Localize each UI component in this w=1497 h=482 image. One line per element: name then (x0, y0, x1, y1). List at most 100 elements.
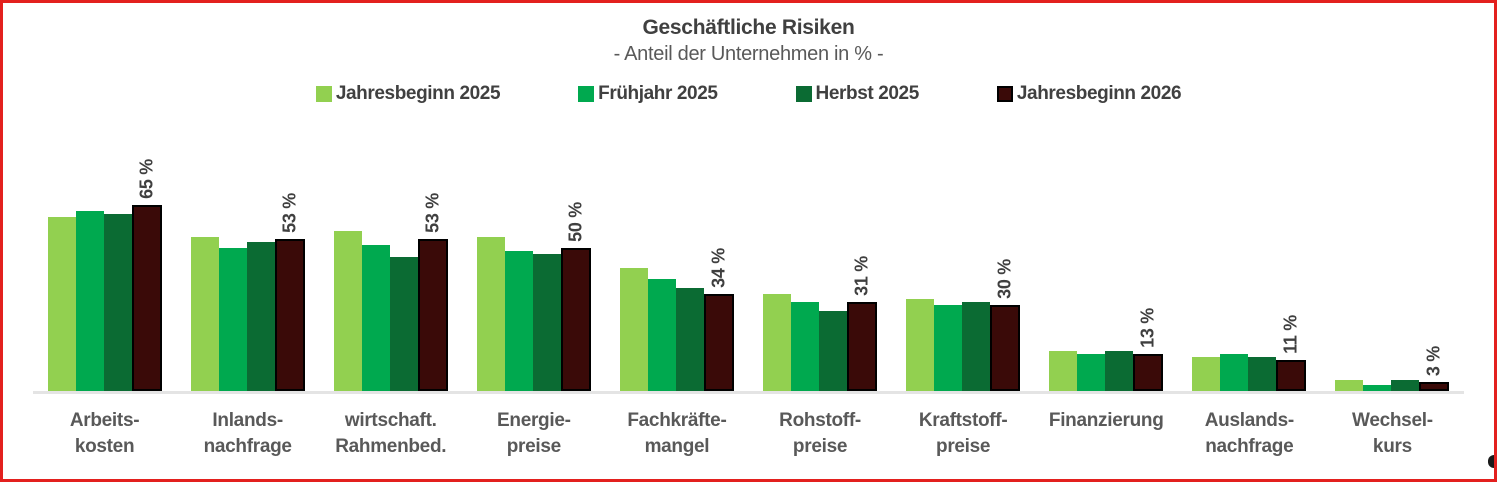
category-label-line: Kraftstoff- (918, 410, 1008, 431)
bar-value-label: 50 % (565, 202, 586, 242)
category-label-line: kosten (74, 436, 135, 457)
bar-value-label: 53 % (279, 193, 300, 233)
bar (47, 217, 76, 391)
bar: 34 % (703, 248, 734, 391)
bar: 3 % (1419, 346, 1450, 391)
category-label: Inlands-nachfrage (176, 408, 319, 460)
bar: 65 % (131, 159, 162, 391)
legend-item: Frühjahr 2025 (578, 83, 718, 105)
bar-group: 53 % (176, 107, 319, 391)
bar (906, 299, 935, 391)
category-label-line: Rahmenbed. (335, 436, 447, 457)
bar (1363, 385, 1392, 391)
bar (1220, 354, 1249, 391)
category-label: Energie-preise (462, 408, 605, 460)
bar (1077, 354, 1106, 391)
legend-label: Jahresbeginn 2025 (335, 83, 501, 104)
category-label-line: Finanzierung (1048, 410, 1164, 431)
category-label: Wechsel-kurs (1321, 408, 1464, 460)
legend-swatch-icon (795, 86, 812, 102)
bar (333, 231, 362, 391)
legend-item: Herbst 2025 (795, 83, 920, 105)
category-label-line: Energie- (497, 410, 571, 431)
category-label-line: Arbeits- (69, 410, 140, 431)
bar-group: 65 % (33, 107, 176, 391)
bar: 53 % (274, 193, 305, 391)
bar-value-label: 53 % (422, 193, 443, 233)
category-label-line: Rohstoff- (779, 410, 861, 431)
legend-item: Jahresbeginn 2026 (996, 83, 1182, 105)
bar: 11 % (1276, 315, 1307, 391)
bar-group: 11 % (1178, 107, 1321, 391)
chart-title: Geschäftliche Risiken (642, 16, 855, 39)
bar-value-label: 30 % (994, 259, 1015, 299)
category-label-line: preise (506, 436, 561, 457)
category-label-line: Auslands- (1204, 410, 1294, 431)
category-label-line: Wechsel- (1352, 410, 1433, 431)
chart-subtitle: - Anteil der Unternehmen in % - (613, 43, 884, 65)
bar (532, 254, 561, 391)
bar-group: 50 % (462, 107, 605, 391)
bar (504, 251, 533, 391)
bar (1391, 380, 1420, 391)
bar (647, 279, 676, 391)
bar (763, 294, 792, 391)
plot-area: 65 % 53 % 53 % 50 % 34 % 31 % 30 % 13 % 11 % 3 % (33, 107, 1464, 394)
bar (962, 302, 991, 391)
category-label-line: nachfrage (1205, 436, 1294, 457)
bar (791, 302, 820, 391)
bar: 31 % (847, 256, 878, 391)
bar (619, 268, 648, 391)
bar-value-label: 3 % (1423, 345, 1444, 376)
legend-swatch-icon (578, 86, 595, 102)
category-axis: Arbeits-kosten Inlands-nachfrage wirtschaf… (33, 394, 1464, 460)
bar (819, 311, 848, 391)
bar (103, 214, 132, 391)
category-label: Fachkräfte-mangel (605, 408, 748, 460)
category-label-line: Fachkräfte- (627, 410, 727, 431)
bar-value-label: 11 % (1280, 315, 1301, 354)
bar-group: 30 % (892, 107, 1035, 391)
bar-group: 34 % (605, 107, 748, 391)
legend: Jahresbeginn 2025 Frühjahr 2025 Herbst 202… (3, 81, 1494, 107)
bar-group: 13 % (1035, 107, 1178, 391)
category-label: Arbeits-kosten (33, 408, 176, 460)
bar (190, 237, 219, 391)
category-label: wirtschaft. Rahmenbed. (319, 408, 462, 460)
bar (361, 245, 390, 391)
bar-value-label: 31 % (851, 256, 872, 296)
bar (246, 242, 275, 391)
category-label-line: wirtschaft. (344, 410, 437, 431)
bar (389, 257, 418, 391)
bar (218, 248, 247, 391)
category-label-line: mangel (644, 436, 710, 457)
category-label-line: preise (936, 436, 991, 457)
category-label-line: kurs (1372, 436, 1412, 457)
category-label: Rohstoff-preise (748, 408, 891, 460)
stray-mark (1488, 455, 1494, 468)
legend-label: Herbst 2025 (815, 83, 920, 104)
bar (476, 237, 505, 391)
category-label: Auslands-nachfrage (1178, 408, 1321, 460)
bar (1192, 357, 1221, 391)
legend-item: Jahresbeginn 2025 (315, 83, 501, 105)
bar: 50 % (560, 202, 591, 391)
bar: 30 % (990, 259, 1021, 391)
bar (675, 288, 704, 391)
bar-group: 3 % (1321, 107, 1464, 391)
bar (1105, 351, 1134, 391)
bar (934, 305, 963, 391)
category-label-line: nachfrage (203, 436, 292, 457)
legend-swatch-icon (996, 86, 1013, 102)
category-label: Finanzierung (1035, 408, 1178, 460)
category-label-line: preise (792, 436, 848, 457)
legend-label: Jahresbeginn 2026 (1016, 83, 1182, 104)
bar (1248, 357, 1277, 391)
bar (75, 211, 104, 391)
bar (1049, 351, 1078, 391)
category-label-line: Inlands- (212, 410, 283, 431)
category-label: Kraftstoff-preise (892, 408, 1035, 460)
bar-group: 31 % (748, 107, 891, 391)
bar: 53 % (417, 193, 448, 391)
